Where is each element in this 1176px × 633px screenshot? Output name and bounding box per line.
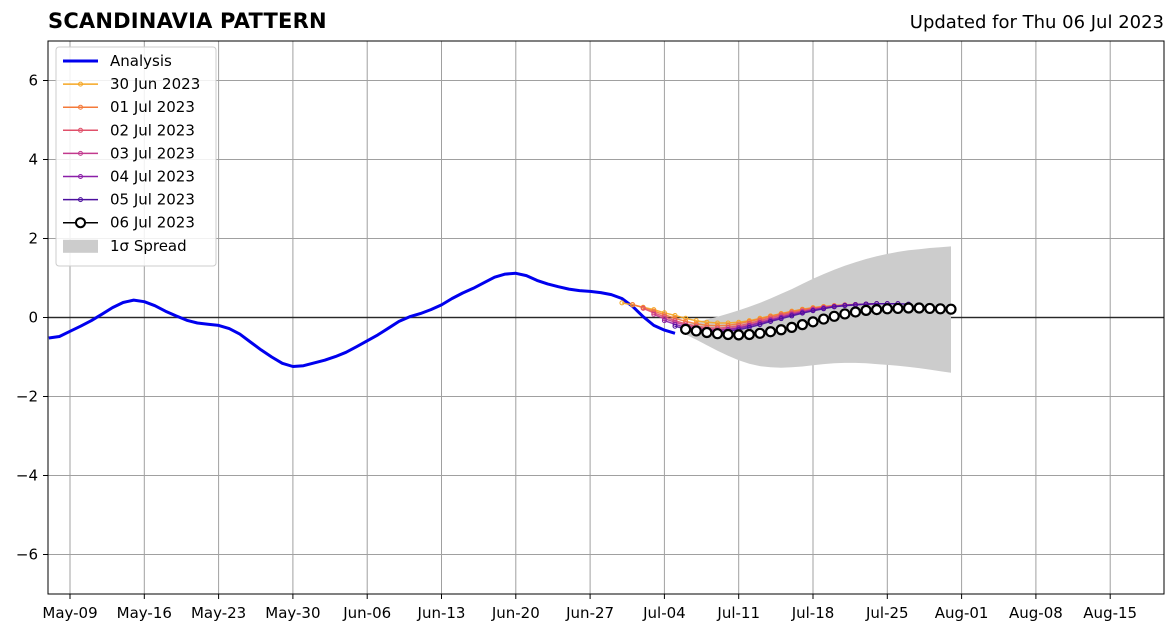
legend-label: 05 Jul 2023: [110, 191, 195, 209]
latest-forecast-point: [775, 324, 787, 336]
latest-forecast-point: [807, 316, 819, 328]
latest-forecast-point: [839, 308, 851, 320]
legend-label: Analysis: [110, 52, 172, 70]
legend-label: 1σ Spread: [110, 237, 187, 255]
x-tick-label: Aug-08: [1009, 604, 1063, 622]
latest-forecast-point: [934, 303, 946, 315]
latest-forecast-point: [892, 302, 904, 315]
x-tick-label: Jul-11: [716, 604, 760, 622]
forecast-point: [821, 306, 827, 312]
x-tick-label: May-16: [117, 604, 172, 622]
legend-label: 06 Jul 2023: [110, 214, 195, 232]
legend-swatch-spread: [63, 239, 98, 253]
legend-swatch-marker: [75, 217, 86, 229]
x-tick-label: Aug-01: [935, 604, 989, 622]
forecast-point: [778, 316, 784, 322]
latest-forecast-point: [796, 319, 808, 331]
forecast-point: [704, 319, 710, 325]
x-tick-label: Jul-25: [865, 604, 909, 622]
y-tick-label: 4: [28, 151, 38, 169]
x-tick-label: Jul-04: [642, 604, 686, 622]
forecast-point: [683, 315, 689, 321]
forecast-point: [630, 301, 636, 307]
x-tick-label: Jul-18: [791, 604, 835, 622]
latest-forecast-point: [828, 310, 840, 322]
latest-forecast-point: [733, 329, 745, 341]
x-tick-label: May-09: [42, 604, 97, 622]
legend: Analysis 30 Jun 2023 01 Jul 2023 02 Jul 202…: [55, 46, 217, 267]
x-tick-label: Aug-15: [1083, 604, 1137, 622]
legend-label: 30 Jun 2023: [110, 75, 200, 93]
latest-forecast-point: [701, 326, 713, 339]
y-tick-label: −6: [16, 546, 38, 564]
latest-forecast-point: [764, 326, 777, 338]
latest-forecast-point: [690, 325, 702, 337]
forecast-point: [672, 323, 678, 329]
legend-label: 04 Jul 2023: [110, 168, 195, 186]
forecast-point: [661, 316, 667, 322]
latest-forecast-point: [881, 303, 893, 315]
forecast-point: [714, 320, 720, 326]
latest-forecast-point: [871, 304, 883, 316]
legend-swatch-marker: [78, 174, 83, 179]
forecast-point: [768, 318, 774, 324]
grid-layer: [48, 41, 1164, 594]
y-tick-label: 6: [28, 72, 38, 90]
forecast-point: [640, 305, 646, 311]
latest-forecast-point: [902, 302, 915, 314]
forecast-point: [789, 313, 795, 319]
latest-forecast-point: [743, 328, 755, 341]
y-tick-label: −2: [16, 388, 38, 406]
latest-forecast-point: [818, 313, 830, 325]
legend-swatch-marker: [78, 197, 83, 203]
legend-swatch-marker: [78, 150, 83, 156]
y-tick-label: −4: [16, 467, 38, 485]
latest-forecast-point: [913, 302, 925, 314]
data-layer: [48, 246, 957, 373]
latest-forecast-point: [860, 304, 872, 316]
x-tick-label: Jun-13: [417, 604, 466, 622]
legend-swatch-marker: [78, 81, 83, 87]
legend-swatch-marker: [78, 127, 83, 133]
forecast-point: [757, 322, 763, 328]
legend-label: 01 Jul 2023: [110, 98, 195, 116]
latest-forecast-point: [786, 321, 798, 333]
forecast-point: [619, 300, 625, 306]
legend-swatch-marker: [78, 104, 83, 110]
legend-label: 03 Jul 2023: [110, 144, 195, 162]
x-tick-label: Jun-20: [491, 604, 540, 622]
analysis-line: [48, 271, 676, 368]
legend-box: [55, 46, 217, 267]
x-tick-label: May-30: [265, 604, 320, 622]
forecast-point: [693, 318, 699, 324]
latest-forecast-point: [754, 327, 766, 339]
x-tick-label: Jun-27: [565, 604, 614, 622]
forecast-point: [661, 318, 667, 324]
tick-layer: May-09 May-16 May-23 May-30 Jun-06 Jun-13 Jun-…: [16, 72, 1137, 623]
chart-subtitle: Updated for Thu 06 Jul 2023: [909, 12, 1164, 33]
forecast-point: [651, 311, 657, 317]
y-tick-label: 0: [28, 309, 38, 327]
latest-forecast-point: [924, 302, 936, 315]
latest-forecast-point: [945, 303, 957, 315]
x-tick-label: Jun-06: [342, 604, 391, 622]
latest-forecast-point: [680, 323, 692, 335]
forecast-point: [799, 310, 805, 316]
latest-forecast-point: [849, 306, 862, 318]
x-tick-label: May-23: [191, 604, 246, 622]
latest-forecast-point: [722, 328, 734, 341]
legend-label: 02 Jul 2023: [110, 121, 195, 139]
forecast-point: [842, 303, 848, 309]
forecast-point: [831, 304, 837, 310]
latest-forecast-point: [711, 328, 724, 340]
forecast-point: [810, 308, 816, 314]
chart-title: SCANDINAVIA PATTERN: [48, 9, 327, 33]
y-tick-label: 2: [28, 230, 38, 248]
